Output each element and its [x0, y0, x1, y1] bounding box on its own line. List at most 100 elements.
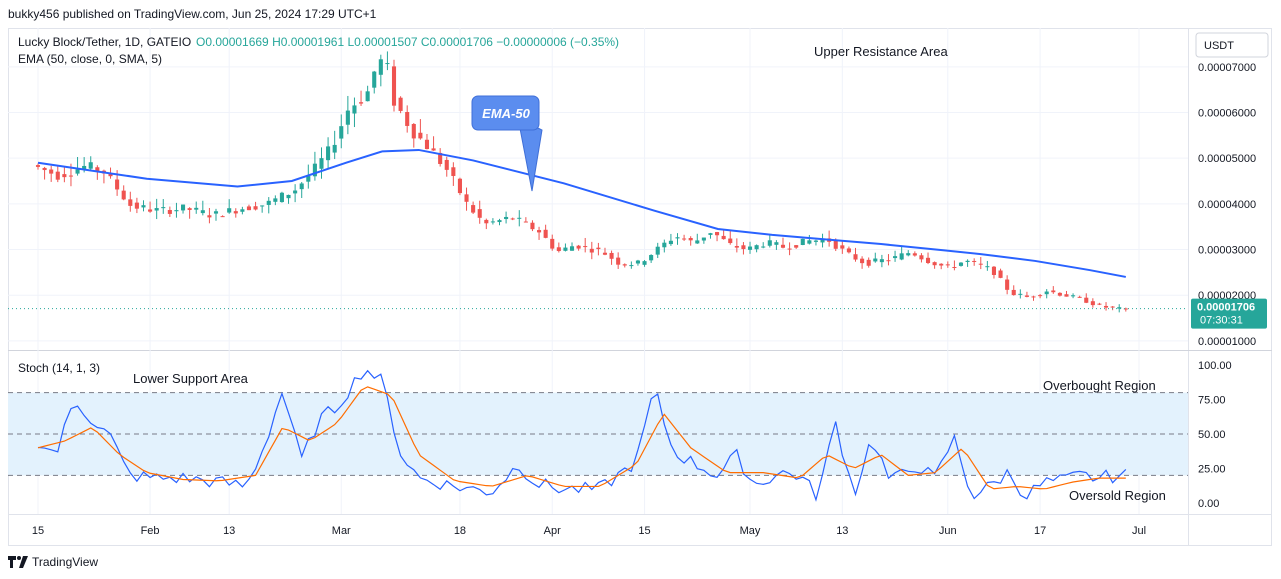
- time-tick-label: 13: [223, 525, 235, 537]
- time-tick-label: Jun: [939, 525, 957, 537]
- candle-body: [952, 267, 957, 269]
- candle-body: [840, 245, 845, 249]
- candle-body: [332, 144, 337, 153]
- candle-body: [431, 148, 436, 151]
- candle-body: [1077, 296, 1082, 298]
- symbol-legend: Lucky Block/Tether, 1D, GATEIO: [18, 35, 191, 49]
- tradingview-footer[interactable]: TradingView: [8, 552, 98, 572]
- candle-body: [1057, 292, 1062, 296]
- candle: [438, 148, 443, 167]
- candle: [556, 242, 561, 253]
- candle: [761, 242, 766, 249]
- candle-body: [312, 163, 317, 177]
- candle-body: [708, 233, 713, 235]
- candle-body: [378, 59, 383, 75]
- candle-body: [207, 215, 212, 218]
- candle: [253, 201, 258, 211]
- candle-body: [490, 221, 495, 223]
- candle-body: [154, 208, 159, 211]
- candle-body: [115, 179, 120, 190]
- candle-body: [385, 63, 390, 65]
- candle-body: [866, 259, 871, 266]
- candle: [794, 244, 799, 249]
- candle: [912, 251, 917, 257]
- candle-body: [266, 200, 271, 205]
- stoch-tick-label: 50.00: [1198, 429, 1226, 441]
- time-tick-label: 17: [1034, 525, 1046, 537]
- candle-body: [148, 209, 153, 212]
- candle: [840, 240, 845, 254]
- candle: [860, 256, 865, 269]
- candle: [939, 263, 944, 270]
- candle: [675, 233, 680, 245]
- candle-body: [411, 124, 416, 139]
- candle: [662, 239, 667, 253]
- candle-body: [365, 91, 370, 102]
- candle-body: [471, 205, 476, 213]
- candle-body: [602, 252, 608, 255]
- chart-svg[interactable]: 0.00007000 0.00006000 0.00005000 0.00004000…: [8, 28, 1272, 546]
- candle: [728, 230, 733, 245]
- candle: [622, 263, 627, 268]
- candle-body: [860, 258, 865, 264]
- upper-resistance-annotation: Upper Resistance Area: [814, 44, 948, 59]
- candle: [227, 199, 232, 214]
- candle-body: [227, 208, 232, 213]
- candle-body: [200, 210, 205, 214]
- candle: [985, 260, 990, 271]
- time-tick-label: Jul: [1132, 525, 1146, 537]
- candle-body: [537, 230, 542, 233]
- candle: [721, 229, 726, 240]
- stoch-k-line: [37, 369, 1127, 502]
- candle-body: [306, 176, 311, 182]
- time-tick-label: Apr: [544, 525, 561, 537]
- candle-body: [589, 248, 594, 253]
- candle: [708, 232, 713, 239]
- candle: [747, 241, 753, 254]
- candle-body: [609, 252, 614, 259]
- candle-body: [919, 255, 924, 260]
- candle-body: [530, 222, 535, 230]
- candle-body: [978, 263, 983, 265]
- time-tick-label: May: [740, 525, 761, 537]
- candle-body: [359, 102, 364, 104]
- candle-body: [787, 248, 792, 250]
- candle: [616, 252, 621, 269]
- time-tick-label: 15: [638, 525, 650, 537]
- overbought-annotation: Overbought Region: [1043, 378, 1156, 393]
- candle-body: [715, 232, 720, 236]
- candle: [649, 254, 654, 263]
- candle-body: [622, 264, 627, 266]
- candle-body: [457, 178, 462, 194]
- candle-body: [563, 247, 568, 251]
- candle: [1011, 285, 1016, 296]
- candle-body: [141, 205, 146, 208]
- candle-body: [253, 206, 258, 210]
- candle: [246, 204, 252, 211]
- candle-body: [906, 253, 911, 256]
- candle-body: [484, 219, 489, 224]
- chart-frame[interactable]: 0.00007000 0.00006000 0.00005000 0.00004000…: [8, 28, 1272, 546]
- candle: [609, 250, 614, 265]
- candle-body: [873, 258, 878, 262]
- time-tick-label: 15: [32, 525, 44, 537]
- candle-body: [424, 139, 430, 150]
- candle-body: [701, 237, 706, 241]
- candle: [372, 70, 377, 94]
- candle: [787, 242, 792, 256]
- candle-body: [438, 152, 443, 164]
- stoch-tick-label: 75.00: [1198, 395, 1226, 407]
- candle-body: [187, 208, 192, 210]
- candle-body: [655, 246, 660, 255]
- stoch-legend: Stoch (14, 1, 3): [18, 361, 100, 375]
- candle-body: [121, 190, 126, 200]
- candle-body: [134, 202, 139, 209]
- candle-body: [596, 247, 601, 250]
- candle: [128, 191, 133, 212]
- candle: [359, 90, 364, 106]
- currency-button-bg: [1195, 32, 1269, 58]
- candle: [266, 197, 271, 214]
- candle-body: [833, 239, 838, 249]
- candle-body: [352, 105, 357, 114]
- candle: [543, 224, 548, 239]
